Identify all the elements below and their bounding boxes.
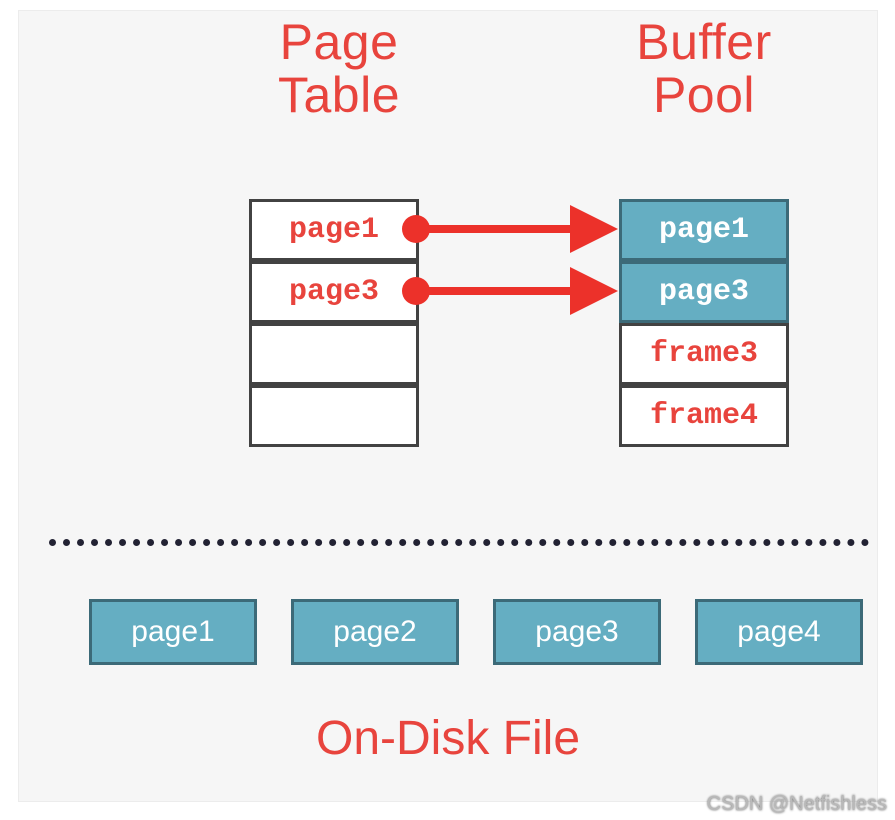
page-table-cell-3 [249, 385, 419, 447]
buffer-pool-title-l1: Buffer [636, 14, 772, 70]
page-table-cell-1: page3 [249, 261, 419, 323]
section-divider [49, 539, 869, 546]
page-table-cell-0-label: page1 [289, 213, 379, 247]
on-disk-title: On-Disk File [19, 711, 877, 766]
disk-page-2: page3 [493, 599, 661, 665]
disk-page-3-label: page4 [737, 615, 820, 649]
buffer-pool-cell-2-label: frame3 [650, 337, 758, 371]
diagram-panel: Page Table Buffer Pool page1 page3 page1… [18, 10, 878, 802]
disk-page-0: page1 [89, 599, 257, 665]
disk-page-3: page4 [695, 599, 863, 665]
page-table-cell-2 [249, 323, 419, 385]
disk-page-2-label: page3 [535, 615, 618, 649]
buffer-pool-cell-3: frame4 [619, 385, 789, 447]
buffer-pool-cell-1: page3 [619, 261, 789, 323]
buffer-pool-cell-1-label: page3 [659, 275, 749, 309]
buffer-pool-cell-2: frame3 [619, 323, 789, 385]
buffer-pool-cell-3-label: frame4 [650, 399, 758, 433]
disk-page-1: page2 [291, 599, 459, 665]
buffer-pool-title: Buffer Pool [584, 16, 824, 121]
disk-page-1-label: page2 [333, 615, 416, 649]
buffer-pool-cell-0: page1 [619, 199, 789, 261]
page-table-cell-1-label: page3 [289, 275, 379, 309]
page-table-cell-0: page1 [249, 199, 419, 261]
page-table-title-l2: Table [278, 67, 400, 123]
buffer-pool-title-l2: Pool [653, 67, 755, 123]
watermark-text: CSDN @Netfishless [707, 793, 887, 816]
diagram-root: Page Table Buffer Pool page1 page3 page1… [0, 0, 895, 820]
disk-page-0-label: page1 [131, 615, 214, 649]
page-table-title: Page Table [219, 16, 459, 121]
buffer-pool-cell-0-label: page1 [659, 213, 749, 247]
page-table-title-l1: Page [280, 14, 399, 70]
